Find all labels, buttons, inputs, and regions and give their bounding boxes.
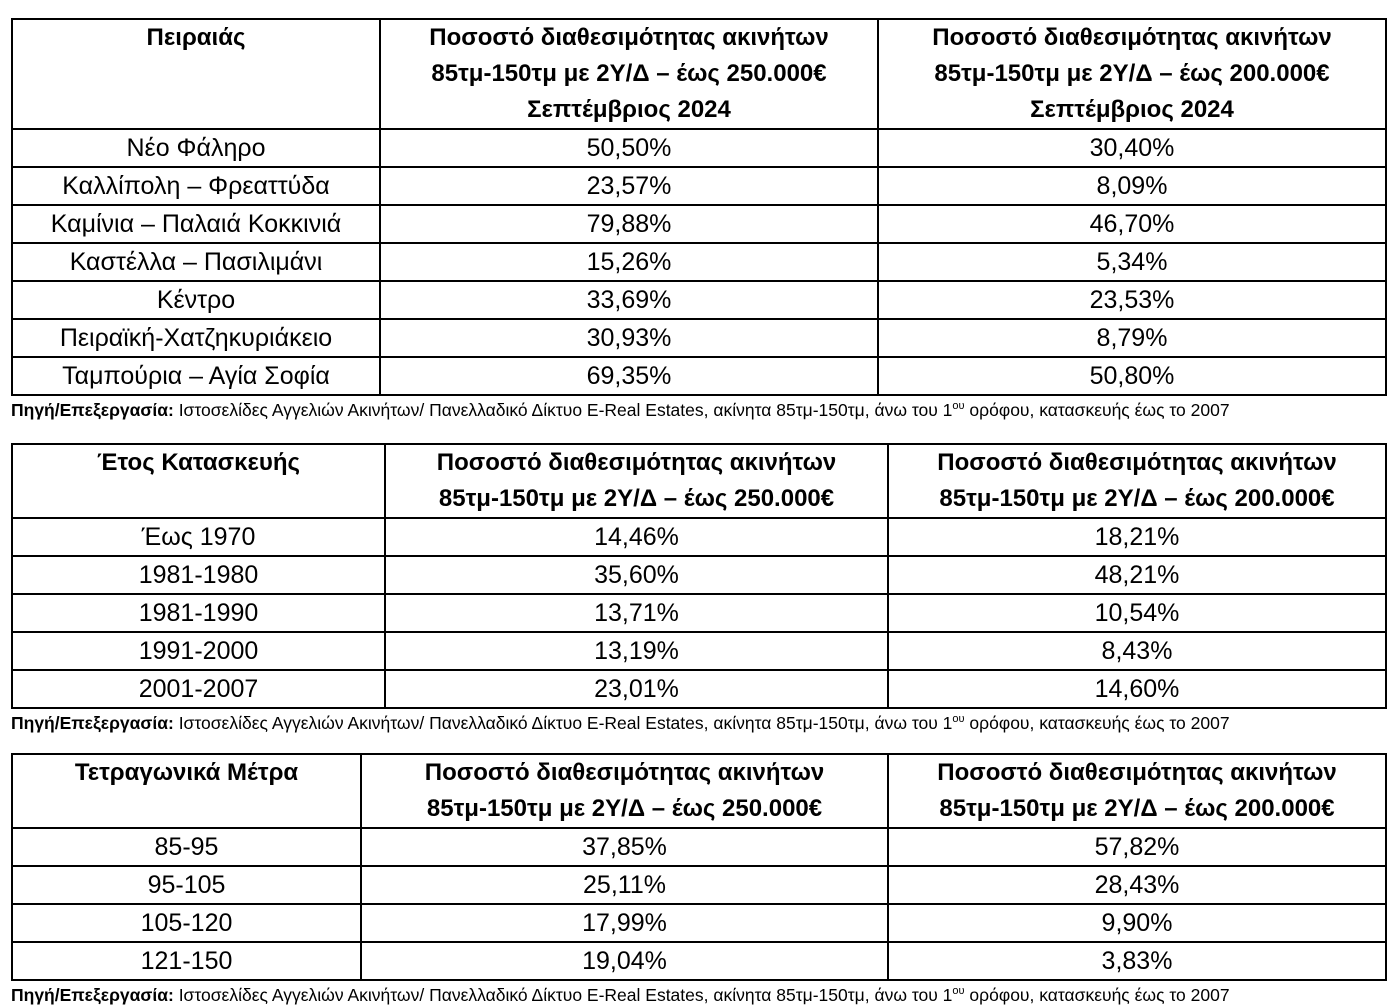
table-row: 1981-1990 13,71% 10,54% (11, 593, 1387, 633)
pct-200k-value: 57,82% (887, 827, 1387, 867)
pct-250k-value: 14,46% (384, 517, 889, 557)
table-title: Πειραιάς (146, 24, 246, 51)
pct-250k-value: 69,35% (379, 356, 879, 396)
sqm-label: 95-105 (11, 865, 362, 905)
area-label: Καμίνια – Παλαιά Κοκκινιά (11, 204, 381, 244)
area-label: Κέντρο (11, 280, 381, 320)
pct-250k-value: 79,88% (379, 204, 879, 244)
table-row: Κέντρο 33,69% 23,53% (11, 280, 1387, 320)
areas-table: Πειραιάς Ποσοστό διαθεσιμότητας ακινήτων… (11, 18, 1387, 396)
source-note-text: ορόφου, κατασκευής έως το 2007 (964, 400, 1230, 420)
pct-200k-value: 8,43% (887, 631, 1387, 671)
table-row: 121-150 19,04% 3,83% (11, 941, 1387, 981)
pct-200k-value: 5,34% (877, 242, 1387, 282)
sqm-label: 121-150 (11, 941, 362, 981)
pct-200k-value: 14,60% (887, 669, 1387, 709)
pct-200k-column-header: Ποσοστό διαθεσιμότητας ακινήτων 85τμ-150… (877, 18, 1387, 130)
pct-250k-value: 13,71% (384, 593, 889, 633)
table-row: 95-105 25,11% 28,43% (11, 865, 1387, 905)
sqm-label: 105-120 (11, 903, 362, 943)
table-row: 85-95 37,85% 57,82% (11, 827, 1387, 867)
pct-250k-value: 23,01% (384, 669, 889, 709)
pct-250k-value: 30,93% (379, 318, 879, 358)
table-row: 1991-2000 13,19% 8,43% (11, 631, 1387, 671)
table-row: Καμίνια – Παλαιά Κοκκινιά 79,88% 46,70% (11, 204, 1387, 244)
pct-200k-column-header: Ποσοστό διαθεσιμότητας ακινήτων 85τμ-150… (887, 443, 1387, 519)
table-row: Πειραϊκή-Χατζηκυριάκειο 30,93% 8,79% (11, 318, 1387, 358)
table-row: Νέο Φάληρο 50,50% 30,40% (11, 128, 1387, 168)
source-note-label: Πηγή/Επεξεργασία: (11, 713, 174, 733)
pct-250k-value: 37,85% (360, 827, 889, 867)
area-label: Ταμπούρια – Αγία Σοφία (11, 356, 381, 396)
table-title: Έτος Κατασκευής (97, 449, 300, 476)
pct-200k-value: 30,40% (877, 128, 1387, 168)
pct-250k-value: 25,11% (360, 865, 889, 905)
year-label: 1981-1980 (11, 555, 386, 595)
area-label: Νέο Φάληρο (11, 128, 381, 168)
pct-200k-value: 46,70% (877, 204, 1387, 244)
pct-250k-value: 23,57% (379, 166, 879, 206)
pct-200k-value: 9,90% (887, 903, 1387, 943)
pct-250k-column-header: Ποσοστό διαθεσιμότητας ακινήτων 85τμ-150… (379, 18, 879, 130)
year-column-header: Έτος Κατασκευής (11, 443, 386, 519)
year-label: 2001-2007 (11, 669, 386, 709)
year-label: 1981-1990 (11, 593, 386, 633)
pct-250k-column-header: Ποσοστό διαθεσιμότητας ακινήτων 85τμ-150… (384, 443, 889, 519)
pct-200k-column-header: Ποσοστό διαθεσιμότητας ακινήτων 85τμ-150… (887, 753, 1387, 829)
source-note-text: ορόφου, κατασκευής έως το 2007 (964, 985, 1230, 1005)
pct-250k-value: 19,04% (360, 941, 889, 981)
area-label: Πειραϊκή-Χατζηκυριάκειο (11, 318, 381, 358)
pct-250k-value: 35,60% (384, 555, 889, 595)
pct-250k-value: 33,69% (379, 280, 879, 320)
construction-year-table: Έτος Κατασκευής Ποσοστό διαθεσιμότητας α… (11, 443, 1387, 709)
source-note-superscript: ου (952, 400, 965, 413)
table-row: Έως 1970 14,46% 18,21% (11, 517, 1387, 557)
source-note-label: Πηγή/Επεξεργασία: (11, 985, 174, 1005)
source-note: Πηγή/Επεξεργασία: Ιστοσελίδες Αγγελιών Α… (11, 713, 1379, 734)
source-note-superscript: ου (952, 713, 965, 726)
square-meters-table: Τετραγωνικά Μέτρα Ποσοστό διαθεσιμότητας… (11, 753, 1387, 981)
sqm-label: 85-95 (11, 827, 362, 867)
pct-250k-value: 50,50% (379, 128, 879, 168)
table-row: Καλλίπολη – Φρεαττύδα 23,57% 8,09% (11, 166, 1387, 206)
table-row: 105-120 17,99% 9,90% (11, 903, 1387, 943)
table-row: Ταμπούρια – Αγία Σοφία 69,35% 50,80% (11, 356, 1387, 396)
areas-column-header: Πειραιάς (11, 18, 381, 130)
pct-250k-value: 17,99% (360, 903, 889, 943)
source-note-text: Ιστοσελίδες Αγγελιών Ακινήτων/ Πανελλαδι… (173, 713, 953, 733)
source-note: Πηγή/Επεξεργασία: Ιστοσελίδες Αγγελιών Α… (11, 985, 1379, 1006)
year-label: Έως 1970 (11, 517, 386, 557)
pct-200k-value: 10,54% (887, 593, 1387, 633)
source-note: Πηγή/Επεξεργασία: Ιστοσελίδες Αγγελιών Α… (11, 400, 1379, 421)
pct-200k-value: 28,43% (887, 865, 1387, 905)
source-note-text: Ιστοσελίδες Αγγελιών Ακινήτων/ Πανελλαδι… (173, 985, 953, 1005)
source-note-text: Ιστοσελίδες Αγγελιών Ακινήτων/ Πανελλαδι… (173, 400, 953, 420)
source-note-label: Πηγή/Επεξεργασία: (11, 400, 174, 420)
year-label: 1991-2000 (11, 631, 386, 671)
table-row: 2001-2007 23,01% 14,60% (11, 669, 1387, 709)
pct-200k-value: 23,53% (877, 280, 1387, 320)
pct-200k-value: 18,21% (887, 517, 1387, 557)
sqm-column-header: Τετραγωνικά Μέτρα (11, 753, 362, 829)
area-label: Καστέλλα – Πασιλιμάνι (11, 242, 381, 282)
header-row: Τετραγωνικά Μέτρα Ποσοστό διαθεσιμότητας… (11, 753, 1387, 829)
table-row: Καστέλλα – Πασιλιμάνι 15,26% 5,34% (11, 242, 1387, 282)
pct-200k-value: 48,21% (887, 555, 1387, 595)
pct-200k-value: 3,83% (887, 941, 1387, 981)
table-row: 1981-1980 35,60% 48,21% (11, 555, 1387, 595)
pct-250k-column-header: Ποσοστό διαθεσιμότητας ακινήτων 85τμ-150… (360, 753, 889, 829)
pct-200k-value: 8,09% (877, 166, 1387, 206)
pct-250k-value: 15,26% (379, 242, 879, 282)
source-note-superscript: ου (952, 985, 965, 998)
pct-200k-value: 50,80% (877, 356, 1387, 396)
table-title: Τετραγωνικά Μέτρα (74, 759, 299, 786)
header-row: Πειραιάς Ποσοστό διαθεσιμότητας ακινήτων… (11, 18, 1387, 130)
area-label: Καλλίπολη – Φρεαττύδα (11, 166, 381, 206)
header-row: Έτος Κατασκευής Ποσοστό διαθεσιμότητας α… (11, 443, 1387, 519)
source-note-text: ορόφου, κατασκευής έως το 2007 (964, 713, 1230, 733)
pct-250k-value: 13,19% (384, 631, 889, 671)
pct-200k-value: 8,79% (877, 318, 1387, 358)
